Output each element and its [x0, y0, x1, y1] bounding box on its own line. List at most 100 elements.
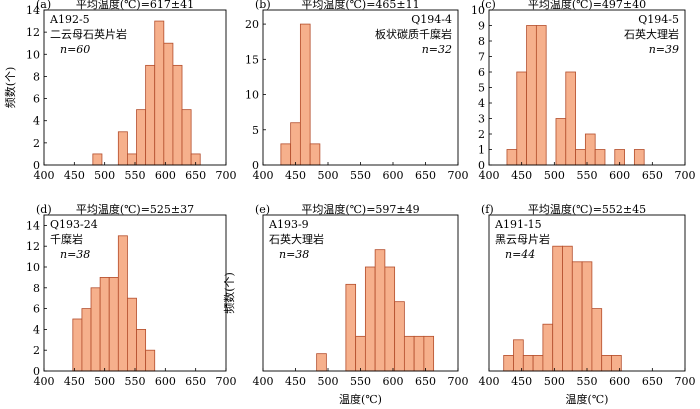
- panel-d-bar: [145, 349, 156, 372]
- panel-a-bar: [117, 131, 128, 166]
- panel-c-y-tick-label: 0: [478, 159, 485, 172]
- panel-d-y-tick-label: 12: [26, 240, 40, 253]
- panel-a-x-tick-label: 500: [94, 169, 115, 182]
- panel-c-y-tick-label: 6: [478, 66, 485, 79]
- panel-a-sample-id: A192-5: [49, 13, 90, 26]
- panel-b-x-tick-label: 550: [350, 169, 371, 182]
- panel-a-y-tick-label: 6: [33, 93, 40, 106]
- panel-c-y-tick-label: 4: [478, 97, 485, 110]
- panel-c-panel-label: (c): [481, 0, 496, 11]
- panel-a-title: 平均温度(℃)=617±41: [76, 0, 194, 11]
- panel-f-x-tick-label: 700: [675, 375, 696, 388]
- panel-a-panel-label: (a): [36, 0, 51, 11]
- panel-e-y-label: 频数(个): [222, 272, 236, 314]
- panel-d-x-tick-label: 600: [155, 375, 176, 388]
- panel-c-sample-id: Q194-5: [638, 13, 679, 26]
- panel-f-n-label: n=44: [505, 248, 535, 261]
- panel-d-x-tick-label: 550: [125, 375, 146, 388]
- panel-a-bar: [181, 109, 192, 166]
- panel-d-bar: [136, 328, 147, 372]
- panel-e-rock-type: 石英大理岩: [269, 232, 324, 246]
- panel-e-bar: [316, 353, 327, 372]
- panel-c-y-tick-label: 1: [478, 144, 485, 157]
- panel-e-bar: [345, 283, 357, 372]
- panel-f-bar: [591, 308, 603, 372]
- panel-e-bar: [384, 266, 396, 372]
- panel-a-y-tick-label: 2: [33, 137, 40, 150]
- panel-c-bar: [575, 149, 586, 166]
- panel-f-bar: [522, 354, 534, 372]
- panel-b-x-tick-label: 500: [318, 169, 339, 182]
- panel-b-x-tick-label: 600: [383, 169, 404, 182]
- panel-f-x-tick-label: 450: [511, 375, 532, 388]
- panel-a-y-tick-label: 10: [26, 48, 40, 61]
- panel-d-bar: [90, 287, 101, 372]
- panel-b-sample-id: Q194-4: [411, 13, 452, 26]
- panel-f-x-tick-label: 650: [642, 375, 663, 388]
- panel-a-y-tick-label: 12: [26, 26, 40, 39]
- panel-d-bar: [117, 235, 128, 372]
- panel-b-y-tick-label: 0: [252, 159, 259, 172]
- panel-d-bar: [127, 297, 137, 372]
- panel-c-bar: [565, 71, 576, 166]
- panel-d-x-tick-label: 450: [64, 375, 85, 388]
- panel-d-y-tick-label: 6: [33, 303, 40, 316]
- panel-e-panel-label: (e): [255, 203, 270, 216]
- panel-a-x-tick-label: 400: [34, 169, 55, 182]
- panel-a-x-tick-label: 700: [216, 169, 237, 182]
- panel-c-x-tick-label: 500: [544, 169, 565, 182]
- panel-d-bar: [81, 308, 92, 372]
- panel-b-y-tick-label: 5: [252, 124, 259, 137]
- panel-b-x-tick-label: 400: [253, 169, 274, 182]
- panel-d-y-tick-label: 2: [33, 344, 40, 357]
- panel-c-bar: [633, 149, 645, 166]
- panel-b-bar: [309, 143, 321, 166]
- panel-f-bar: [513, 339, 524, 372]
- panel-e-title: 平均温度(℃)=597±49: [301, 202, 419, 216]
- panel-c-y-tick-label: 7: [478, 51, 485, 64]
- panel-d-y-tick-label: 0: [33, 365, 40, 378]
- panel-f-bar: [581, 261, 593, 372]
- panel-a-y-tick-label: 14: [26, 4, 40, 17]
- panel-f-bar: [562, 245, 573, 372]
- panel-c-y-tick-label: 5: [478, 82, 485, 95]
- panel-c-bar: [594, 149, 606, 166]
- panel-c-y-tick-label: 8: [478, 35, 485, 48]
- panel-b-title: 平均温度(℃)=465±11: [301, 0, 419, 11]
- panel-b-y-tick-label: 10: [245, 89, 259, 102]
- panel-d-sample-id: Q193-24: [50, 218, 98, 231]
- panel-f-bar: [503, 354, 514, 372]
- panel-d-x-tick-label: 650: [185, 375, 206, 388]
- panel-d-x-tick-label: 400: [34, 375, 55, 388]
- panel-a-x-tick-label: 450: [64, 169, 85, 182]
- panel-c-x-tick-label: 550: [577, 169, 598, 182]
- panel-a-x-tick-label: 600: [155, 169, 176, 182]
- panel-e-bar: [394, 301, 405, 372]
- panel-f-bar: [542, 323, 554, 372]
- panel-e-bar: [403, 335, 415, 372]
- panel-f-bar: [601, 354, 612, 372]
- panel-e-x-tick-label: 500: [318, 375, 339, 388]
- panel-f-sample-id: A191-15: [494, 218, 542, 231]
- panel-a-bar: [163, 42, 174, 166]
- panel-d-bar: [108, 276, 119, 372]
- panel-d-panel-label: (d): [36, 203, 52, 216]
- panel-a-bar: [154, 20, 165, 166]
- panel-c-bar: [584, 133, 596, 166]
- panel-c-x-tick-label: 600: [609, 169, 630, 182]
- panel-a-x-tick-label: 550: [125, 169, 146, 182]
- panel-e-x-tick-label: 650: [415, 375, 436, 388]
- panel-c-x-tick-label: 700: [675, 169, 696, 182]
- panel-d-y-tick-label: 8: [33, 282, 40, 295]
- panel-f-title: 平均温度(℃)=552±45: [528, 202, 646, 216]
- panel-c-bar: [526, 25, 537, 166]
- panel-a-bar: [145, 64, 156, 166]
- panel-d-y-tick-label: 10: [26, 261, 40, 274]
- panel-c-y-tick-label: 9: [478, 20, 485, 33]
- panel-e-x-tick-label: 550: [350, 375, 371, 388]
- panel-b-y-tick-label: 20: [245, 18, 259, 31]
- panel-b-x-tick-label: 700: [448, 169, 469, 182]
- panel-d-rock-type: 千糜岩: [50, 232, 83, 246]
- panel-c-bar: [535, 25, 547, 166]
